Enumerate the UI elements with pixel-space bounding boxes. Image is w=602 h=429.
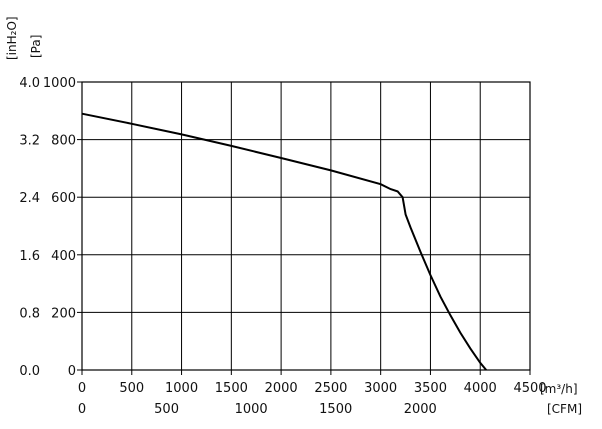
y-tick-label-pa: 400 (51, 249, 76, 264)
y-tick-label-pa: 600 (51, 191, 76, 206)
y-axis-ticks-inh2o: 0.0 0.8 1.6 2.4 3.2 4.0 (19, 76, 40, 379)
x-tick-label-cfm: 1500 (319, 402, 352, 417)
y-tick-label-inh2o: 2.4 (19, 191, 40, 206)
x-tick-label-cfm: 1000 (235, 402, 268, 417)
y-axis-ticks-pa: 0 200 400 600 800 1000 (43, 76, 82, 379)
x-top-unit-label: [m³/h] (540, 382, 578, 396)
y-tick-label-pa: 200 (51, 306, 76, 321)
x-axis-ticks-m3h: 0 500 1000 1500 2000 2500 3000 3500 4000 4500 (78, 370, 547, 396)
y-tick-label-pa: 1000 (43, 76, 76, 91)
x-tick-label-cfm: 0 (78, 402, 86, 417)
x-tick-label-m3h: 2500 (314, 381, 347, 396)
x-tick-label-m3h: 4000 (464, 381, 497, 396)
y-right-unit-label: [Pa] (29, 35, 43, 58)
y-tick-label-pa: 0 (68, 364, 76, 379)
y-tick-label-inh2o: 0.8 (19, 306, 40, 321)
x-tick-label-m3h: 2000 (265, 381, 298, 396)
y-tick-label-inh2o: 0.0 (19, 364, 40, 379)
y-tick-label-inh2o: 4.0 (19, 76, 40, 91)
x-tick-label-m3h: 0 (78, 381, 86, 396)
x-tick-label-m3h: 3000 (364, 381, 397, 396)
y-tick-label-pa: 800 (51, 134, 76, 149)
y-left-unit-label: [inH₂O] (5, 16, 19, 60)
x-tick-label-m3h: 3500 (414, 381, 447, 396)
x-tick-label-m3h: 4500 (513, 381, 546, 396)
y-tick-label-inh2o: 3.2 (19, 134, 40, 149)
plot-frame (81, 81, 531, 371)
y-tick-label-inh2o: 1.6 (19, 249, 40, 264)
x-axis-ticks-cfm: 0 500 1000 1500 2000 (78, 402, 437, 417)
x-tick-label-m3h: 500 (119, 381, 144, 396)
x-tick-label-m3h: 1000 (165, 381, 198, 396)
x-bottom-unit-label: [CFM] (547, 402, 582, 416)
series-line (81, 112, 487, 371)
x-tick-label-cfm: 2000 (404, 402, 437, 417)
x-tick-label-m3h: 1500 (215, 381, 248, 396)
grid (82, 82, 530, 370)
x-tick-label-cfm: 500 (154, 402, 179, 417)
